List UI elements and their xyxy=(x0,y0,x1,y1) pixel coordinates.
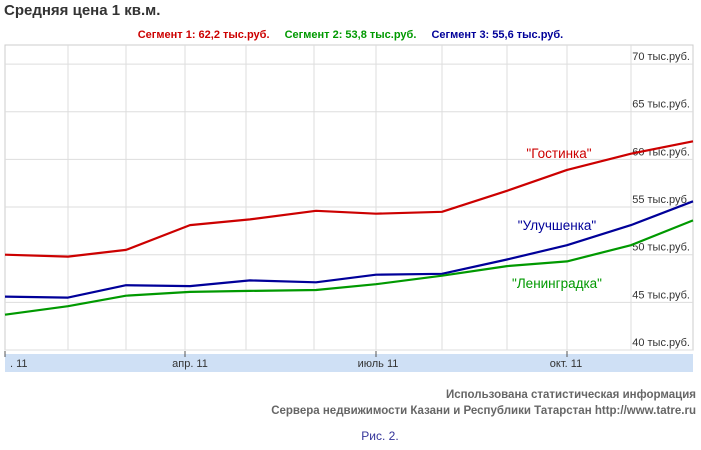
series-label: "Гостинка" xyxy=(526,146,591,161)
x-axis-band xyxy=(5,354,693,372)
source-note-line-2: Сервера недвижимости Казани и Республики… xyxy=(271,405,696,417)
chart-title: Средняя цена 1 кв.м. xyxy=(4,2,161,19)
y-tick-label: 45 тыс.руб. xyxy=(632,289,690,301)
y-tick-label: 65 тыс.руб. xyxy=(632,99,690,111)
y-tick-label: 55 тыс.руб. xyxy=(632,194,690,206)
line-chart: 40 тыс.руб. 45 тыс.руб. 50 тыс.руб. 55 тыс.… xyxy=(4,44,694,372)
y-tick-label: 60 тыс.руб. xyxy=(632,146,690,158)
series-label: "Ленинградка" xyxy=(512,276,602,291)
legend-item-segment-2: Сегмент 2: 53,8 тыс.руб. xyxy=(284,29,417,41)
x-tick-label: апр. 11 xyxy=(172,358,208,370)
legend-item-segment-3: Сегмент 3: 55,6 тыс.руб. xyxy=(431,29,564,41)
plot-background xyxy=(4,44,694,351)
series-line xyxy=(4,140,694,258)
x-tick-label: июль 11 xyxy=(358,358,399,370)
x-tick-label: окт. 11 xyxy=(550,358,582,370)
figure-caption: Рис. 2. xyxy=(361,429,399,443)
y-tick-label: 50 тыс.руб. xyxy=(632,242,690,254)
source-note-line-1: Использована статистическая информация xyxy=(445,389,696,401)
y-tick-label: 70 тыс.руб. xyxy=(632,51,690,63)
legend-item-segment-1: Сегмент 1: 62,2 тыс.руб. xyxy=(137,29,270,41)
y-tick-label: 40 тыс.руб. xyxy=(632,337,690,349)
legend: Сегмент 1: 62,2 тыс.руб. Сегмент 2: 53,8… xyxy=(0,29,701,41)
x-tick-label: . 11 xyxy=(10,358,28,370)
chart-area: 40 тыс.руб. 45 тыс.руб. 50 тыс.руб. 55 тыс.… xyxy=(4,44,694,372)
series-line xyxy=(4,200,694,299)
series-label: "Улучшенка" xyxy=(518,218,597,233)
series-line xyxy=(4,219,694,316)
